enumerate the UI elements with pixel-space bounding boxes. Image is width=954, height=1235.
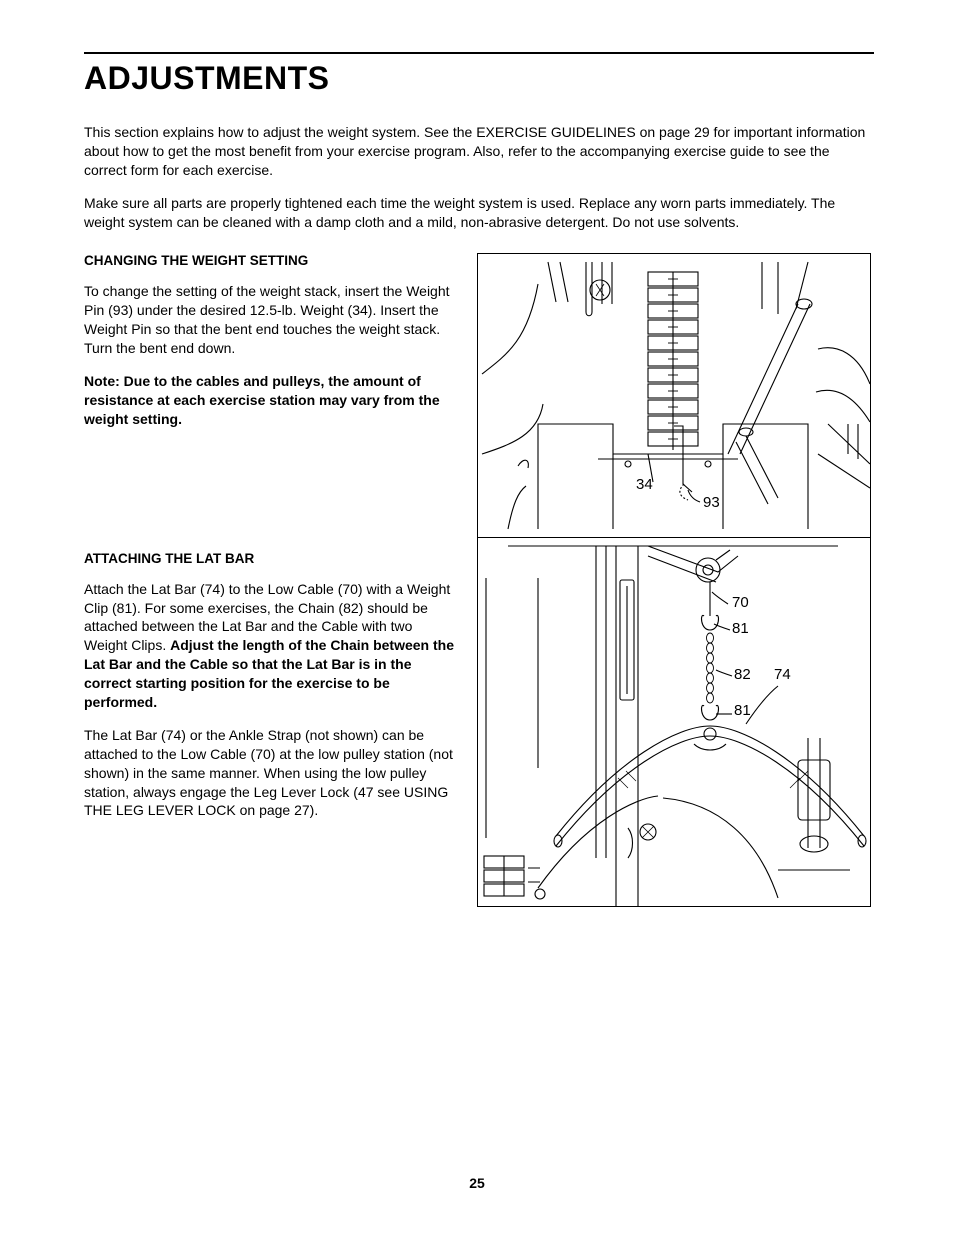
callout-70: 70 — [732, 594, 749, 611]
section2-paragraph-1: Attach the Lat Bar (74) to the Low Cable… — [84, 580, 459, 712]
figure1-svg — [478, 254, 870, 538]
callout-82: 82 — [734, 666, 751, 683]
page: ADJUSTMENTS This section explains how to… — [0, 0, 954, 947]
figure-weight-stack: 34 93 — [478, 254, 870, 538]
section-heading-weight: CHANGING THE WEIGHT SETTING — [84, 253, 459, 268]
page-title: ADJUSTMENTS — [84, 60, 874, 97]
page-number: 25 — [0, 1175, 954, 1191]
left-column: CHANGING THE WEIGHT SETTING To change th… — [84, 253, 459, 907]
section1-note: Note: Due to the cables and pulleys, the… — [84, 372, 459, 429]
section2-paragraph-2: The Lat Bar (74) or the Ankle Strap (not… — [84, 726, 459, 820]
intro-block: This section explains how to adjust the … — [84, 123, 874, 231]
section-heading-latbar: ATTACHING THE LAT BAR — [84, 551, 459, 566]
right-column: 34 93 — [477, 253, 874, 907]
section1-paragraph: To change the setting of the weight stac… — [84, 282, 459, 358]
callout-81-upper: 81 — [732, 620, 749, 637]
callout-34: 34 — [636, 476, 653, 493]
intro-paragraph-1: This section explains how to adjust the … — [84, 123, 874, 180]
intro-paragraph-2: Make sure all parts are properly tighten… — [84, 194, 874, 232]
callout-74: 74 — [774, 666, 791, 683]
callout-81-lower: 81 — [734, 702, 751, 719]
figure-box: 34 93 — [477, 253, 871, 907]
figure-lat-bar: 70 81 82 74 81 — [478, 538, 870, 906]
callout-93: 93 — [703, 494, 720, 511]
two-column-layout: CHANGING THE WEIGHT SETTING To change th… — [84, 253, 874, 907]
section-gap — [84, 443, 459, 551]
figure2-svg — [478, 538, 870, 906]
top-rule — [84, 52, 874, 54]
